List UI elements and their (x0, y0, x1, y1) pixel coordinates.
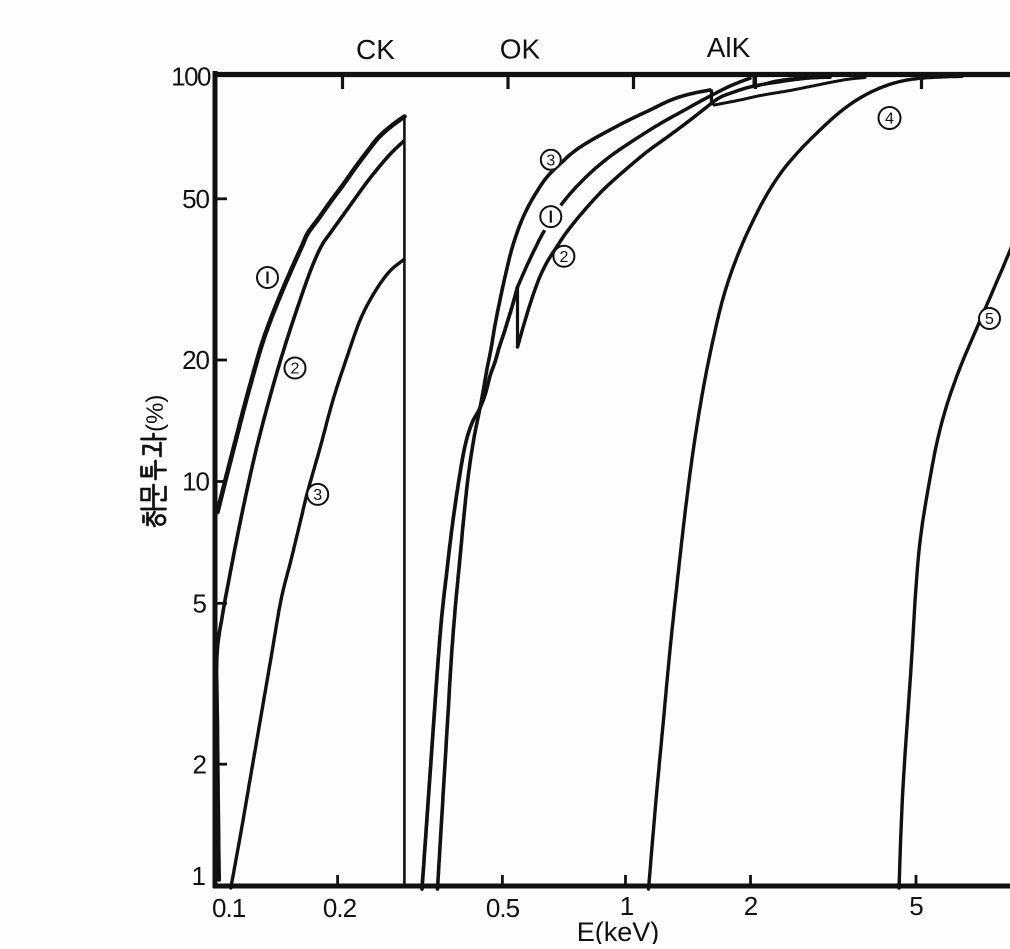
svg-text:2: 2 (291, 361, 300, 378)
svg-text:5: 5 (985, 311, 994, 328)
svg-text:20: 20 (182, 345, 209, 375)
svg-text:E(keV): E(keV) (577, 917, 660, 944)
svg-text:2: 2 (559, 249, 568, 266)
svg-text:AlK: AlK (707, 32, 751, 63)
svg-text:4: 4 (885, 111, 894, 128)
svg-text:0.2: 0.2 (323, 893, 357, 923)
svg-text:2: 2 (193, 750, 207, 780)
svg-text:1: 1 (192, 861, 206, 891)
svg-text:0.1: 0.1 (212, 893, 246, 923)
svg-text:3: 3 (313, 487, 322, 504)
svg-text:OK: OK (500, 34, 541, 65)
svg-text:5: 5 (193, 589, 207, 619)
svg-text:3: 3 (546, 152, 555, 169)
svg-text:50: 50 (182, 184, 209, 214)
svg-text:100: 100 (171, 62, 211, 92)
svg-text:10: 10 (182, 467, 209, 497)
svg-text:5: 5 (909, 891, 923, 921)
svg-text:0.5: 0.5 (486, 893, 520, 923)
svg-text:2: 2 (744, 891, 758, 921)
svg-text:CK: CK (356, 34, 395, 65)
svg-text:1: 1 (620, 891, 634, 921)
svg-text:(%): (%) (142, 395, 169, 432)
